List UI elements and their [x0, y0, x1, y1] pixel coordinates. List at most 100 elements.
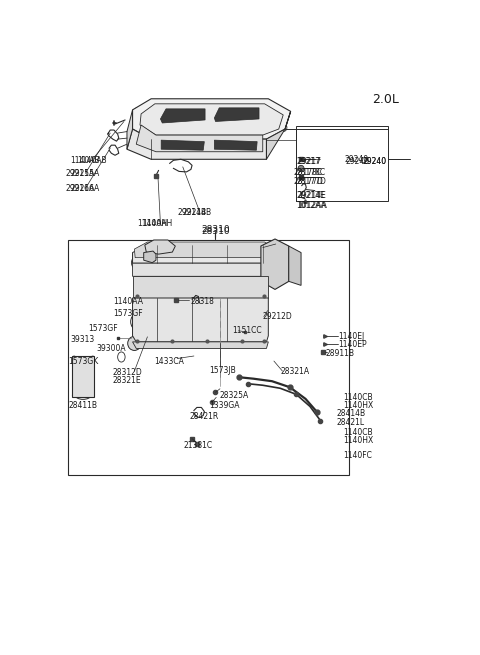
Ellipse shape	[131, 314, 142, 329]
Ellipse shape	[264, 245, 286, 280]
Ellipse shape	[134, 299, 157, 340]
Text: 1433CA: 1433CA	[154, 356, 184, 365]
Text: 39300A: 39300A	[96, 344, 126, 353]
Ellipse shape	[91, 393, 95, 398]
Ellipse shape	[75, 391, 91, 400]
Text: 28321A: 28321A	[280, 367, 309, 375]
Text: 29216A: 29216A	[66, 184, 95, 193]
Ellipse shape	[75, 369, 91, 377]
Text: 1140HX: 1140HX	[344, 436, 374, 445]
Text: 21381C: 21381C	[183, 441, 213, 450]
Text: 29216A: 29216A	[71, 184, 100, 193]
Polygon shape	[127, 110, 132, 149]
Text: 28178C: 28178C	[294, 168, 323, 177]
Polygon shape	[261, 239, 289, 290]
Text: 28411B: 28411B	[68, 401, 97, 410]
Ellipse shape	[268, 252, 282, 274]
Polygon shape	[134, 242, 277, 257]
Text: 29215A: 29215A	[71, 169, 100, 178]
Polygon shape	[132, 245, 281, 263]
Text: 2.0L: 2.0L	[372, 93, 398, 106]
Text: 28177D: 28177D	[294, 178, 324, 187]
Text: 1140AB: 1140AB	[77, 156, 107, 165]
Text: 28321E: 28321E	[113, 376, 142, 384]
Text: 1012AA: 1012AA	[296, 201, 326, 210]
Ellipse shape	[138, 246, 149, 259]
Text: 1140EJ: 1140EJ	[338, 332, 364, 341]
Text: 29214B: 29214B	[177, 208, 206, 217]
Ellipse shape	[91, 356, 95, 360]
Polygon shape	[72, 356, 94, 398]
Text: 1573GF: 1573GF	[113, 309, 143, 318]
Ellipse shape	[75, 380, 91, 388]
Ellipse shape	[279, 124, 287, 132]
Ellipse shape	[206, 307, 219, 332]
Ellipse shape	[145, 252, 155, 262]
Ellipse shape	[134, 107, 142, 115]
Polygon shape	[266, 111, 290, 159]
Ellipse shape	[132, 257, 141, 269]
Ellipse shape	[118, 352, 125, 362]
Text: 29215A: 29215A	[66, 169, 95, 178]
Ellipse shape	[152, 241, 168, 253]
Polygon shape	[127, 129, 266, 159]
Text: 28310: 28310	[201, 225, 230, 234]
Text: 39313: 39313	[71, 335, 95, 345]
Text: 28310: 28310	[201, 227, 230, 236]
Text: 1140AH: 1140AH	[137, 219, 168, 229]
Polygon shape	[132, 342, 268, 348]
Text: 1140CB: 1140CB	[344, 428, 373, 437]
Text: 29217: 29217	[297, 157, 321, 166]
Polygon shape	[289, 246, 301, 286]
Ellipse shape	[298, 165, 304, 172]
Ellipse shape	[72, 356, 76, 360]
Text: 28911B: 28911B	[326, 349, 355, 358]
Text: 29240: 29240	[362, 157, 386, 166]
Text: 1140FC: 1140FC	[344, 451, 372, 460]
Polygon shape	[136, 125, 263, 152]
Ellipse shape	[151, 301, 162, 316]
Ellipse shape	[240, 307, 252, 332]
Polygon shape	[145, 240, 175, 254]
Polygon shape	[132, 276, 267, 298]
Ellipse shape	[202, 299, 224, 340]
Text: 1151CC: 1151CC	[232, 326, 262, 335]
Text: 1140AB: 1140AB	[71, 156, 100, 165]
Text: 29240: 29240	[345, 155, 369, 164]
Polygon shape	[215, 140, 257, 150]
Ellipse shape	[128, 336, 141, 350]
Ellipse shape	[75, 358, 91, 366]
Text: 1012AA: 1012AA	[297, 201, 327, 210]
Text: 29214E: 29214E	[296, 191, 325, 200]
Ellipse shape	[277, 108, 285, 117]
Text: 1140HX: 1140HX	[344, 401, 374, 410]
Text: 28325A: 28325A	[219, 391, 249, 400]
Text: 28177D: 28177D	[296, 178, 326, 187]
Text: 28312D: 28312D	[113, 367, 143, 377]
Polygon shape	[132, 263, 267, 276]
Text: 28421L: 28421L	[336, 418, 364, 427]
Polygon shape	[132, 99, 290, 139]
Ellipse shape	[136, 124, 144, 132]
Text: 28178C: 28178C	[296, 168, 325, 177]
Polygon shape	[144, 251, 156, 263]
Text: 1140AH: 1140AH	[143, 219, 173, 229]
Text: 28414B: 28414B	[336, 409, 365, 419]
Ellipse shape	[172, 307, 186, 332]
Text: 29214E: 29214E	[297, 191, 326, 200]
Text: 1573GK: 1573GK	[68, 356, 98, 365]
Text: 29212D: 29212D	[263, 312, 292, 321]
Ellipse shape	[72, 393, 76, 398]
Text: 1339GA: 1339GA	[210, 401, 240, 410]
Text: 29214B: 29214B	[182, 208, 211, 217]
Polygon shape	[215, 108, 259, 121]
Ellipse shape	[235, 299, 257, 340]
Text: 29217: 29217	[296, 157, 320, 166]
Text: 29240: 29240	[346, 157, 370, 166]
Text: 1573GF: 1573GF	[88, 324, 118, 333]
Text: 1573JB: 1573JB	[210, 365, 236, 375]
Text: 1140CB: 1140CB	[344, 393, 373, 402]
Polygon shape	[140, 104, 283, 135]
Polygon shape	[132, 298, 268, 342]
Ellipse shape	[139, 307, 152, 332]
